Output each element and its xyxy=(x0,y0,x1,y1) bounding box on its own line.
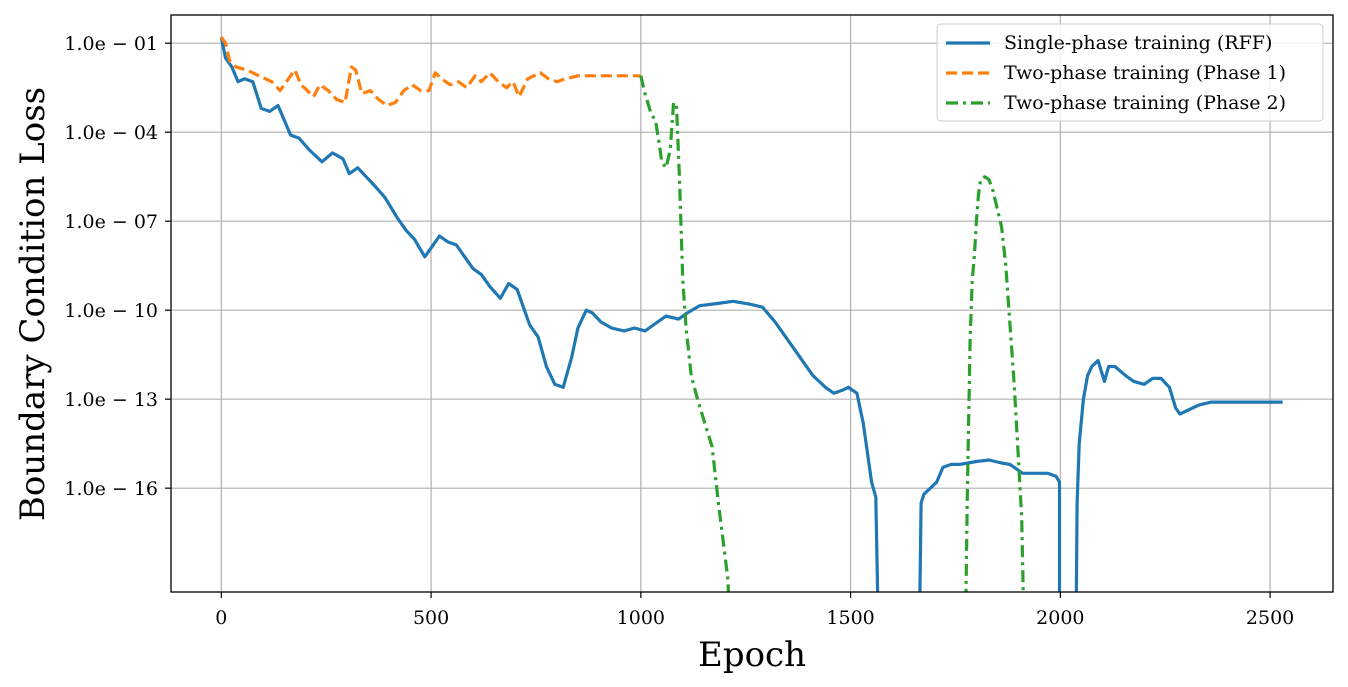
x-tick-label: 2500 xyxy=(1246,607,1294,629)
y-tick-label: 1.0e − 13 xyxy=(64,389,158,411)
series-line-1 xyxy=(219,36,880,592)
series-lines xyxy=(219,36,1283,592)
y-axis-title: Boundary Condition Loss xyxy=(13,87,53,521)
legend-box xyxy=(936,23,1324,122)
y-tick-label: 1.0e − 10 xyxy=(64,300,158,322)
series-line-1 xyxy=(1074,359,1283,592)
legend-label-3: Two-phase training (Phase 2) xyxy=(1004,92,1286,114)
y-tick-label: 1.0e − 16 xyxy=(64,478,158,500)
series-line-3 xyxy=(639,75,731,592)
x-tick-label: 1000 xyxy=(617,607,665,629)
y-tick-label: 1.0e − 01 xyxy=(64,33,158,55)
x-tick-label: 1500 xyxy=(826,607,874,629)
series-line-1 xyxy=(918,458,1062,592)
y-tick-label: 1.0e − 07 xyxy=(64,211,158,233)
axis-ticks: 0 500 1000 1500 2000 2500 1.0e − 01 1.0e − 04 1.… xyxy=(64,33,1294,629)
legend: Single-phase training (RFF) Two-phase tra… xyxy=(936,23,1324,122)
legend-label-2: Two-phase training (Phase 1) xyxy=(1004,62,1286,84)
x-tick-label: 2000 xyxy=(1036,607,1084,629)
series-line-2 xyxy=(219,36,641,108)
x-axis-title: Epoch xyxy=(698,635,806,675)
legend-label-1: Single-phase training (RFF) xyxy=(1004,32,1272,54)
x-tick-label: 500 xyxy=(413,607,449,629)
series-line-3 xyxy=(964,175,1025,592)
x-tick-label: 0 xyxy=(215,607,227,629)
y-tick-label: 1.0e − 04 xyxy=(64,122,158,144)
plot-frame xyxy=(170,14,1334,593)
